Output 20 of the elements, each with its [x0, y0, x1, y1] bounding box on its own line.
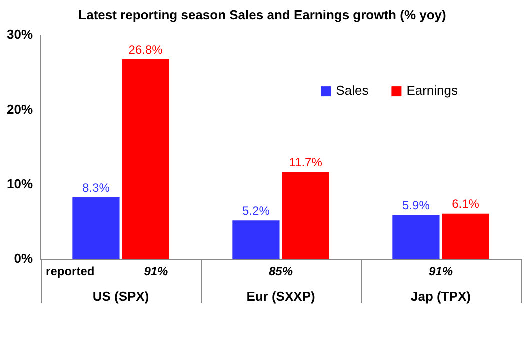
data-label: 6.1% [452, 197, 480, 212]
x-tick-label: Eur (SXXP) [246, 288, 316, 304]
legend-label: Earnings [406, 83, 458, 98]
legend-label: Sales [336, 83, 370, 98]
data-label: 5.9% [402, 198, 430, 213]
text: 85% [268, 264, 294, 279]
chart-title: Latest reporting season Sales and Earnings growth (% yoy) [78, 7, 446, 22]
text: 91% [144, 264, 169, 279]
data-label: 11.7% [289, 155, 323, 170]
y-tick-label: 0% [14, 250, 34, 266]
text: 91% [428, 264, 454, 279]
y-tick-label: 30% [6, 27, 34, 42]
data-label: 26.8% [128, 42, 164, 57]
x-tick-label: Jap (TPX) [411, 288, 471, 304]
y-tick-label: 20% [6, 102, 34, 117]
y-tick-label: 10% [6, 176, 34, 192]
data-label: 5.2% [242, 204, 270, 218]
x-tick-label: US (SPX) [92, 288, 150, 304]
data-label: 8.3% [82, 180, 110, 195]
text: reported [46, 264, 95, 279]
